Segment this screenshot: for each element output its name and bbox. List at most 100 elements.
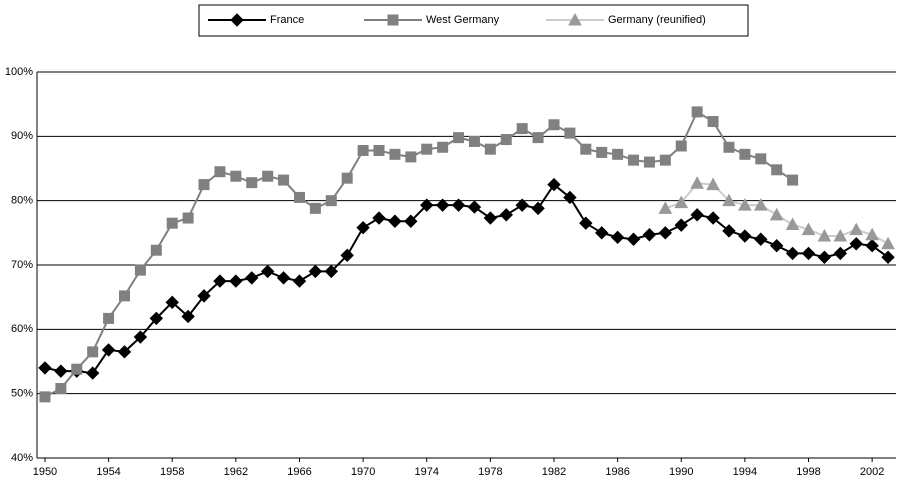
point: [181, 309, 195, 324]
point: [769, 238, 784, 253]
point: [388, 214, 402, 228]
point: [801, 246, 816, 261]
legend-label: France: [270, 14, 304, 26]
point: [165, 295, 179, 310]
point: [133, 330, 148, 344]
point: [134, 264, 146, 276]
point: [405, 151, 417, 163]
y-tick-label: 60%: [11, 323, 33, 335]
point: [849, 237, 863, 251]
point: [309, 202, 321, 214]
point: [39, 391, 51, 403]
point: [785, 246, 800, 261]
point: [755, 153, 767, 165]
point: [117, 345, 132, 359]
legend-label: West Germany: [426, 14, 500, 26]
point: [547, 177, 561, 192]
point: [516, 123, 528, 135]
point: [483, 211, 498, 225]
x-tick-label: 1982: [542, 466, 566, 478]
point: [690, 176, 704, 189]
point: [246, 177, 258, 189]
point: [548, 119, 560, 131]
point: [628, 154, 640, 166]
point: [421, 143, 433, 155]
point: [690, 208, 704, 222]
x-tick-label: 1994: [733, 466, 757, 478]
point: [500, 134, 512, 146]
point: [754, 232, 768, 246]
point: [262, 170, 274, 182]
x-tick-label: 1990: [669, 466, 693, 478]
point: [568, 12, 582, 26]
point: [659, 154, 671, 166]
point: [278, 174, 290, 186]
point: [230, 170, 242, 182]
point: [563, 190, 577, 205]
y-tick-label: 40%: [11, 452, 33, 464]
point: [293, 191, 305, 203]
point: [214, 166, 226, 178]
point: [738, 198, 752, 211]
point: [166, 217, 178, 229]
legend-label: Germany (reunified): [608, 14, 706, 26]
y-tick-label: 50%: [11, 388, 33, 400]
point: [706, 177, 720, 191]
point: [881, 250, 895, 264]
point: [387, 14, 399, 26]
point: [103, 312, 115, 324]
point: [101, 343, 116, 357]
point: [260, 264, 275, 279]
point: [833, 229, 848, 242]
point: [420, 198, 434, 212]
point: [595, 226, 609, 240]
point: [468, 135, 480, 147]
x-tick-label: 1998: [796, 466, 820, 478]
point: [674, 218, 688, 232]
point: [674, 195, 689, 209]
point: [435, 198, 450, 212]
point: [706, 211, 720, 225]
x-tick-label: 1978: [478, 466, 502, 478]
point: [722, 224, 736, 238]
x-tick-label: 1986: [605, 466, 629, 478]
y-tick-label: 100%: [5, 66, 33, 78]
point: [245, 271, 259, 285]
point: [341, 172, 353, 184]
point: [150, 244, 162, 256]
point: [722, 193, 736, 207]
y-tick-label: 90%: [11, 130, 33, 142]
point: [564, 127, 576, 139]
point: [437, 141, 449, 153]
point: [738, 229, 752, 243]
point: [723, 141, 735, 153]
point: [499, 208, 513, 222]
point: [453, 132, 465, 144]
point: [87, 346, 99, 358]
point: [325, 195, 337, 207]
point: [801, 222, 816, 236]
point: [865, 238, 879, 253]
point: [610, 230, 625, 245]
point: [785, 217, 800, 230]
legend-box: [198, 4, 749, 37]
point: [118, 290, 130, 302]
point: [833, 246, 848, 261]
point: [515, 198, 529, 212]
point: [579, 216, 593, 230]
point: [626, 232, 641, 246]
point: [451, 198, 466, 212]
point: [357, 144, 369, 156]
x-tick-label: 1958: [160, 466, 184, 478]
point: [675, 140, 687, 152]
point: [389, 148, 401, 160]
point: [85, 366, 100, 380]
point: [596, 146, 608, 158]
y-tick-label: 70%: [11, 259, 33, 271]
point: [612, 148, 624, 160]
point: [658, 201, 673, 214]
point: [531, 201, 545, 216]
point: [817, 229, 832, 242]
point: [38, 361, 52, 375]
